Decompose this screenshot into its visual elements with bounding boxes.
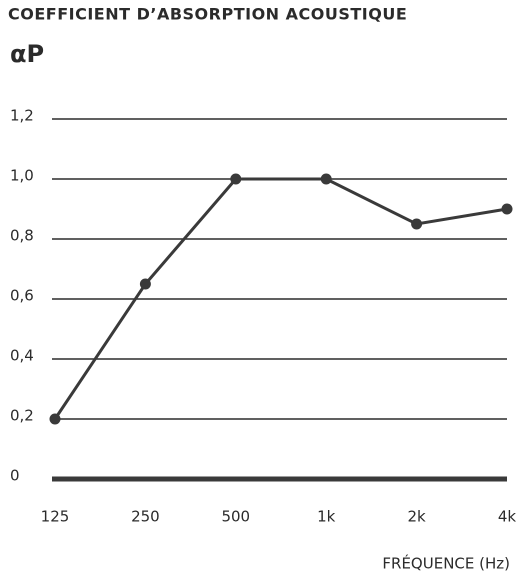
x-tick-label: 1k [317, 508, 336, 526]
x-tick-label: 2k [407, 508, 426, 526]
y-tick-label: 0,8 [10, 227, 34, 245]
y-tick-label: 1,0 [10, 167, 34, 185]
x-tick-label: 250 [131, 508, 160, 526]
data-point [139, 278, 151, 290]
y-tick-label: 0,6 [10, 287, 34, 305]
y-axis-label: αP [10, 40, 44, 68]
data-point [230, 173, 242, 185]
y-tick-label: 0,4 [10, 347, 34, 365]
x-tick-label: 125 [41, 508, 70, 526]
x-tick-label: 4k [498, 508, 517, 526]
data-point [501, 203, 513, 215]
data-point [320, 173, 332, 185]
data-point [411, 218, 423, 230]
chart-title: COEFFICIENT D’ABSORPTION ACOUSTIQUE [8, 5, 407, 24]
data-point [49, 413, 61, 425]
y-tick-label: 1,2 [10, 107, 34, 125]
x-axis-label: FRÉQUENCE (Hz) [382, 554, 510, 573]
y-tick-label: 0,2 [10, 407, 34, 425]
data-line [53, 177, 508, 420]
y-tick-label: 0 [10, 467, 20, 485]
x-tick-label: 500 [221, 508, 250, 526]
